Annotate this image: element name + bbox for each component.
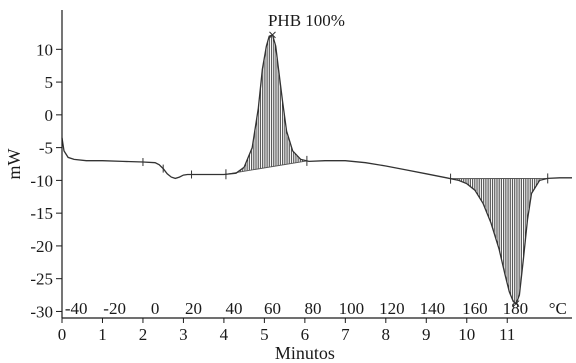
curve-group xyxy=(61,34,572,305)
x-tick-label: 1 xyxy=(98,325,107,344)
temperature-tick-label: -40 xyxy=(65,299,88,318)
y-tick-label: 10 xyxy=(36,40,53,59)
peak-baseline xyxy=(225,160,307,175)
y-tick-label: -25 xyxy=(30,270,53,289)
x-tick-label: 8 xyxy=(382,325,391,344)
temperature-tick-label: 160 xyxy=(462,299,488,318)
x-tick-label: 6 xyxy=(301,325,310,344)
y-tick-label: 5 xyxy=(45,73,54,92)
temperature-tick-label: 40 xyxy=(226,299,243,318)
temperature-tick-label: 60 xyxy=(264,299,281,318)
temperature-tick-label: 80 xyxy=(304,299,321,318)
y-tick-label: -5 xyxy=(39,139,53,158)
x-axis-title: Minutos xyxy=(275,343,335,363)
x-tick-label: 7 xyxy=(341,325,350,344)
y-tick-label: -15 xyxy=(30,204,53,223)
y-axis-title: mW xyxy=(4,148,24,179)
axes xyxy=(61,10,572,319)
y-ticks: 10 5 0 -5 -10 -15 -20 -25 -30 xyxy=(30,40,62,321)
temperature-tick-label: 0 xyxy=(151,299,160,318)
x-tick-label: 4 xyxy=(220,325,229,344)
temperature-tick-label: 120 xyxy=(379,299,405,318)
x-tick-label: 5 xyxy=(260,325,269,344)
y-tick-label: 0 xyxy=(45,106,54,125)
peak-annotation: PHB 100% xyxy=(268,11,345,30)
x-tick-label: 10 xyxy=(458,325,475,344)
x-tick-label: 0 xyxy=(58,325,67,344)
x-tick-label: 11 xyxy=(499,325,515,344)
y-tick-label: -10 xyxy=(30,171,53,190)
dsc-curve xyxy=(61,34,572,305)
temperature-tick-label: 180 xyxy=(503,299,529,318)
integration-baselines xyxy=(225,160,548,180)
limit-markers xyxy=(142,31,549,307)
x-tick-label: 9 xyxy=(422,325,431,344)
peak-marker xyxy=(269,31,276,39)
peak-hatching xyxy=(240,35,541,304)
y-tick-label: -20 xyxy=(30,237,53,256)
peak-marker xyxy=(512,300,520,307)
x-tick-label: 3 xyxy=(179,325,188,344)
temperature-ticks: -40 -20 0 20 40 60 80 100 120 140 160 180 xyxy=(65,299,528,318)
temperature-tick-label: -20 xyxy=(103,299,126,318)
temperature-tick-label: 140 xyxy=(420,299,446,318)
temperature-tick-label: 100 xyxy=(339,299,365,318)
temperature-tick-label: 20 xyxy=(185,299,202,318)
x-ticks: 0 1 2 3 4 5 6 7 8 9 10 11 xyxy=(58,318,515,344)
y-tick-label: -30 xyxy=(30,302,53,321)
temperature-unit-label: °C xyxy=(549,299,567,318)
x-tick-label: 2 xyxy=(139,325,148,344)
